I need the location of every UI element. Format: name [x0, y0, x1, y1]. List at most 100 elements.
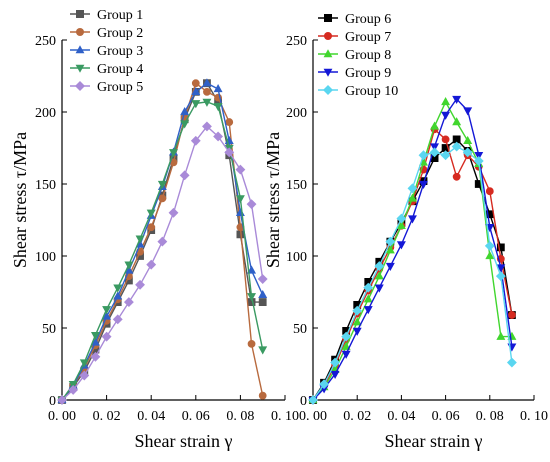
- data-point: [374, 284, 384, 293]
- data-point: [235, 195, 245, 204]
- legend-label: Group 6: [345, 12, 391, 27]
- legend-label: Group 10: [345, 84, 398, 99]
- legend-item: Group 7: [318, 30, 391, 45]
- x-axis-title: Shear strain γ: [135, 431, 233, 451]
- x-tick-label: 0. 00: [48, 409, 76, 424]
- data-point: [452, 95, 462, 104]
- legend-label: Group 5: [97, 80, 143, 95]
- data-point: [124, 261, 134, 270]
- data-point: [441, 96, 451, 106]
- data-point: [430, 143, 440, 152]
- data-point: [203, 87, 211, 96]
- plot-area: 0. 00 0. 02 0. 04 0. 06 0. 08 0. 10 0 50 100 150 2…: [286, 34, 548, 424]
- data-point: [496, 264, 506, 273]
- data-point: [112, 314, 123, 325]
- x-tick-label: 0. 04: [137, 409, 165, 424]
- data-point: [157, 180, 167, 189]
- y-axis-title: Shear stress τ/MPa: [263, 132, 283, 268]
- data-point: [474, 152, 484, 161]
- data-point: [147, 223, 156, 232]
- data-point: [330, 370, 340, 380]
- data-point: [452, 135, 461, 144]
- legend-marker: [75, 81, 85, 91]
- data-point: [341, 331, 352, 342]
- data-point: [101, 331, 112, 342]
- y-tick-label: 250: [286, 34, 307, 49]
- data-point: [68, 384, 79, 395]
- legend-item: Group 8: [318, 48, 391, 63]
- data-point: [462, 147, 473, 158]
- y-tick-label: 50: [293, 322, 307, 337]
- legend: Group 1 Group 2 Group 3 Group 4 Group 5: [70, 8, 143, 95]
- data-point: [396, 220, 406, 229]
- data-point: [407, 215, 417, 224]
- data-point: [157, 236, 168, 247]
- data-point: [495, 271, 506, 282]
- left-chart: 0. 00 0. 02 0. 04 0. 06 0. 08 0. 10 0 50 100 150 2…: [10, 8, 299, 451]
- data-point: [396, 213, 407, 224]
- data-point: [374, 271, 384, 280]
- series-group-9: [308, 95, 517, 405]
- data-point: [135, 235, 145, 244]
- y-tick-label: 250: [35, 34, 56, 49]
- data-point: [90, 351, 101, 362]
- data-point: [190, 135, 201, 146]
- data-point: [352, 327, 362, 336]
- data-point: [135, 279, 145, 290]
- data-point: [463, 107, 473, 116]
- y-tick-label: 200: [35, 106, 56, 121]
- data-point: [341, 341, 351, 350]
- data-point: [374, 261, 385, 272]
- data-point: [57, 395, 67, 405]
- legend-marker: [323, 68, 333, 77]
- legend-label: Group 9: [345, 66, 391, 81]
- data-point: [180, 107, 190, 116]
- series-group-5: [57, 121, 268, 405]
- data-point: [258, 298, 267, 306]
- legend: Group 6 Group 7 Group 8 Group 9 Group 10: [318, 12, 398, 99]
- data-point: [452, 172, 461, 181]
- data-point: [363, 294, 373, 303]
- data-point: [246, 199, 257, 210]
- legend-marker: [75, 45, 85, 54]
- data-point: [506, 357, 517, 368]
- data-point: [385, 236, 396, 247]
- y-tick-label: 150: [286, 178, 307, 193]
- data-point: [319, 379, 329, 390]
- data-point: [441, 135, 450, 144]
- x-tick-label: 0. 10: [271, 409, 299, 424]
- x-tick-label: 0. 00: [299, 409, 327, 424]
- data-point: [202, 98, 212, 107]
- series-line: [61, 125, 264, 401]
- series-line: [312, 100, 512, 401]
- legend-marker: [75, 64, 85, 73]
- y-tick-label: 50: [42, 322, 56, 337]
- legend-item: Group 2: [70, 26, 143, 41]
- data-point: [213, 103, 223, 112]
- data-point: [407, 193, 417, 202]
- legend-item: Group 1: [70, 8, 143, 23]
- series-group-10: [308, 141, 517, 405]
- data-point: [507, 311, 516, 319]
- legend-label: Group 1: [97, 8, 143, 23]
- data-point: [485, 251, 495, 260]
- x-tick-label: 0. 06: [432, 409, 460, 424]
- data-point: [169, 149, 178, 158]
- x-tick-label: 0. 10: [520, 409, 548, 424]
- data-point: [429, 147, 440, 158]
- data-point: [308, 395, 318, 405]
- legend-marker: [324, 32, 332, 40]
- data-point: [385, 262, 395, 272]
- x-tick-label: 0. 06: [182, 409, 210, 424]
- y-tick-label: 150: [35, 178, 56, 193]
- data-point: [213, 131, 224, 142]
- series-group-8: [308, 96, 517, 404]
- data-point: [452, 117, 462, 126]
- data-point: [363, 282, 374, 293]
- data-point: [247, 265, 257, 274]
- data-point: [235, 164, 246, 175]
- data-point: [123, 297, 134, 308]
- data-point: [113, 284, 123, 293]
- x-tick-label: 0. 04: [387, 409, 415, 424]
- legend-item: Group 5: [70, 80, 143, 95]
